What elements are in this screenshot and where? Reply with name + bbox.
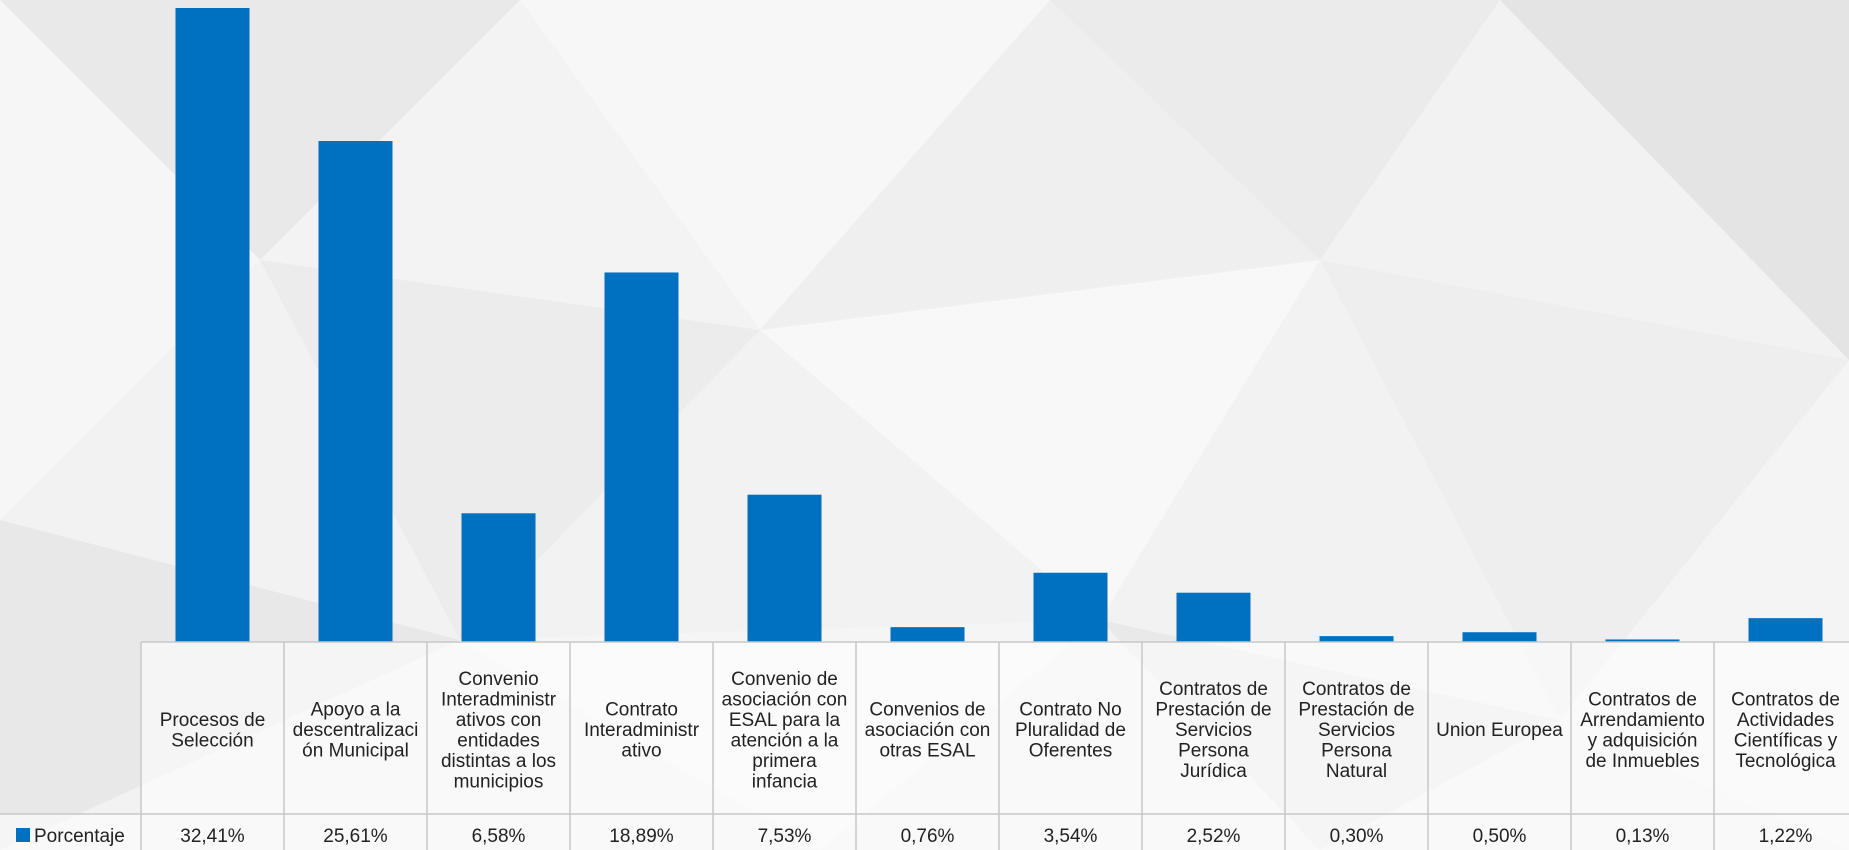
category-label-7: Contrato No Pluralidad de Oferentes <box>1015 700 1126 762</box>
value-label-8: 2,52% <box>1187 826 1241 847</box>
value-label-9: 0,30% <box>1330 826 1384 847</box>
value-label-11: 0,13% <box>1616 826 1670 847</box>
bar-2 <box>318 141 393 642</box>
legend-series-name: Porcentaje <box>34 826 125 847</box>
value-label-10: 0,50% <box>1473 826 1527 847</box>
value-label-7: 3,54% <box>1044 826 1098 847</box>
bar-12 <box>1748 618 1823 642</box>
bar-1 <box>175 8 250 642</box>
value-label-5: 7,53% <box>758 826 812 847</box>
bar-4 <box>604 272 679 642</box>
bar-7 <box>1033 572 1108 642</box>
category-label-3: Convenio Interadministr ativos con entidade… <box>441 669 557 793</box>
category-label-5: Convenio de asociación con ESAL para la ate… <box>722 669 848 793</box>
bar-10 <box>1462 632 1537 642</box>
bar-8 <box>1176 592 1251 642</box>
value-label-6: 0,76% <box>901 826 955 847</box>
bars-group <box>175 8 1823 642</box>
legend-key <box>16 828 30 842</box>
bar-9 <box>1319 636 1394 642</box>
category-label-11: Contratos de Arrendamiento y adquisición de… <box>1580 689 1705 772</box>
value-label-2: 25,61% <box>323 826 388 847</box>
category-label-9: Contratos de Prestación de Servicios Person… <box>1298 679 1414 782</box>
bar-11 <box>1605 639 1680 642</box>
category-label-2: Apoyo a la descentralizaci ón Municipal <box>293 700 419 762</box>
bar-3 <box>461 513 536 642</box>
bar-6 <box>890 627 965 642</box>
category-label-1: Procesos de Selección <box>160 710 266 752</box>
category-label-10: Union Europea <box>1436 720 1563 741</box>
table-background <box>141 642 1849 850</box>
value-label-12: 1,22% <box>1759 826 1813 847</box>
value-label-3: 6,58% <box>472 826 526 847</box>
value-label-1: 32,41% <box>180 826 245 847</box>
category-label-4: Contrato Interadministr ativo <box>584 700 700 762</box>
bar-5 <box>747 494 822 642</box>
category-label-8: Contratos de Prestación de Servicios Person… <box>1155 679 1271 782</box>
value-label-4: 18,89% <box>609 826 674 847</box>
data-table: Procesos de Selección Apoyo a la descentral… <box>0 641 1849 850</box>
category-label-6: Convenios de asociación con otras ESAL <box>865 700 991 762</box>
category-label-12: Contratos de Actividades Científicas y Tecn… <box>1731 689 1840 772</box>
